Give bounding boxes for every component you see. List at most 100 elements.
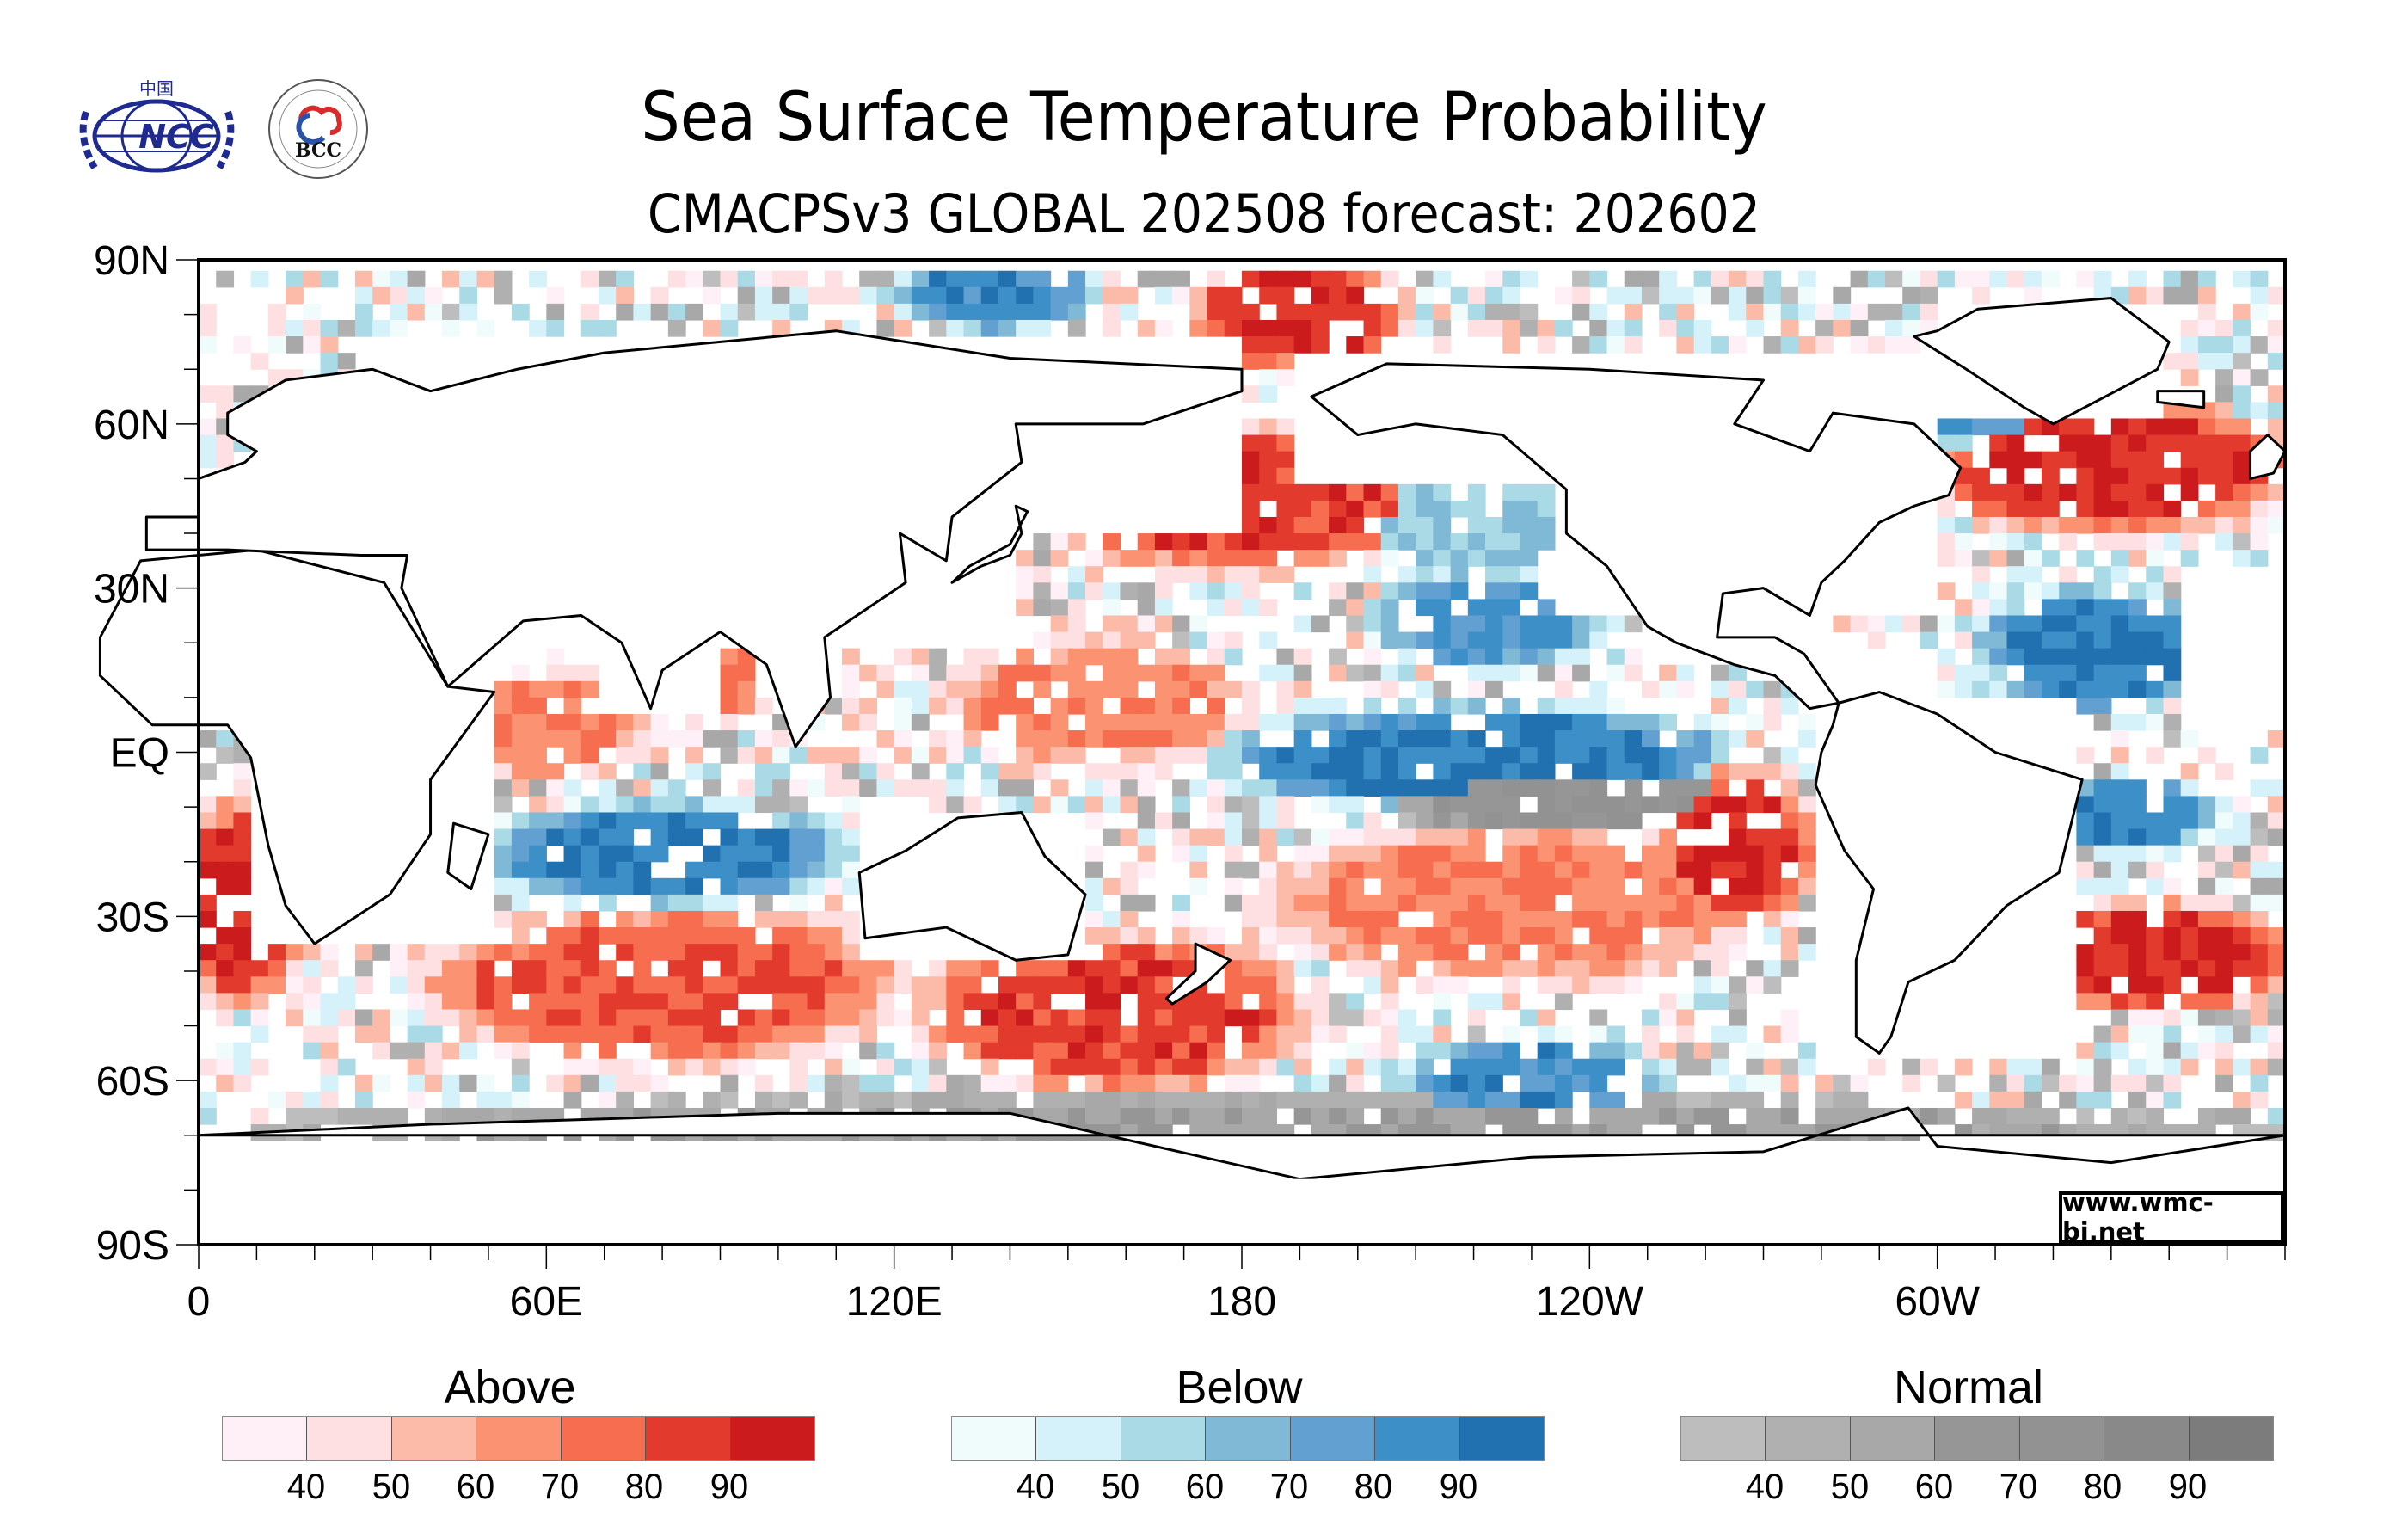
field-cell <box>546 1025 565 1043</box>
field-cell <box>1380 894 1399 912</box>
field-cell <box>1242 599 1260 617</box>
field-cell <box>1172 812 1190 830</box>
field-cell <box>2110 664 2129 682</box>
field-cell <box>824 910 843 928</box>
field-cell <box>2267 1107 2286 1125</box>
field-cell <box>1502 599 1521 617</box>
field-cell <box>1276 516 1295 534</box>
field-cell <box>511 303 530 321</box>
field-cell <box>720 944 739 961</box>
field-cell <box>580 303 599 321</box>
field-cell <box>1972 418 1990 436</box>
field-cell <box>616 1058 635 1076</box>
field-cell <box>1189 550 1208 567</box>
field-cell <box>1433 550 1452 567</box>
field-cell <box>2180 910 2199 928</box>
field-cell <box>1554 730 1573 748</box>
field-cell <box>580 680 599 698</box>
field-cell <box>616 1009 635 1027</box>
field-cell <box>1085 894 1103 912</box>
field-cell <box>1433 319 1452 337</box>
field-cell <box>320 960 339 977</box>
field-cell <box>1797 877 1816 895</box>
field-cell <box>1172 697 1190 715</box>
field-cell <box>459 944 478 961</box>
x-tick-label: 0 <box>187 1279 211 1325</box>
field-cell <box>476 960 495 977</box>
field-cell <box>1311 615 1330 633</box>
field-cell <box>2093 516 2112 534</box>
field-cell <box>616 861 635 879</box>
field-cell <box>320 993 339 1011</box>
field-cell <box>1103 303 1121 321</box>
bcc-logo-text: BCC <box>295 139 341 162</box>
field-cell <box>1467 697 1486 715</box>
field-cell <box>1693 927 1712 945</box>
field-cell <box>1380 319 1399 337</box>
field-cell <box>1033 664 1052 682</box>
field-cell <box>1416 1025 1434 1043</box>
field-cell <box>2093 976 2112 994</box>
y-tick-label: 30N <box>94 567 169 612</box>
field-cell <box>1276 533 1295 551</box>
field-cell <box>1085 861 1103 879</box>
field-cell <box>1085 927 1103 945</box>
field-cell <box>876 286 895 305</box>
field-cell <box>2233 500 2251 518</box>
field-cell <box>1329 877 1347 895</box>
field-cell <box>1172 1107 1190 1125</box>
field-cell <box>2215 796 2233 814</box>
field-cell <box>1433 877 1452 895</box>
field-cell <box>1450 1074 1469 1092</box>
field-cell <box>980 1091 999 1109</box>
field-cell <box>1137 664 1156 682</box>
y-tick-label: 60N <box>94 403 169 448</box>
field-cell <box>1467 533 1486 551</box>
field-cell <box>1016 582 1034 600</box>
field-cell <box>1380 483 1399 501</box>
field-cell <box>946 286 965 305</box>
field-cell <box>1520 303 1539 321</box>
field-cell <box>1693 1058 1712 1076</box>
field-cell <box>859 779 878 797</box>
field-cell <box>1016 763 1034 780</box>
field-cell <box>1954 615 1973 633</box>
field-cell <box>1293 1025 1312 1043</box>
field-cell <box>685 976 703 994</box>
field-cell <box>2059 648 2077 666</box>
field-cell <box>563 796 582 814</box>
field-cell <box>1276 648 1295 666</box>
field-cell <box>1363 747 1382 764</box>
field-cell <box>1033 1058 1052 1076</box>
field-cell <box>563 1074 582 1092</box>
field-cell <box>980 713 999 731</box>
field-cell <box>1067 680 1086 698</box>
field-cell <box>1154 582 1173 600</box>
field-cell <box>2093 944 2112 961</box>
field-cell <box>1520 1091 1539 1109</box>
field-cell <box>1433 976 1452 994</box>
field-cell <box>1276 353 1295 370</box>
field-cell <box>1641 877 1660 895</box>
field-cell <box>1224 713 1243 731</box>
field-cell <box>720 680 739 698</box>
field-cell <box>529 319 547 337</box>
field-cell <box>737 1058 756 1076</box>
field-cell <box>1050 664 1069 682</box>
field-cell <box>1103 927 1121 945</box>
field-cell <box>1293 697 1312 715</box>
field-cell <box>1380 910 1399 928</box>
field-cell <box>772 877 790 895</box>
field-cell <box>1433 944 1452 961</box>
field-cell <box>2197 500 2216 518</box>
field-cell <box>2215 1058 2233 1076</box>
field-cell <box>2093 615 2112 633</box>
field-cell <box>494 763 513 780</box>
field-cell <box>980 1025 999 1043</box>
field-cell <box>1572 910 1590 928</box>
field-cell <box>1902 1074 1921 1092</box>
field-cell <box>1085 845 1103 863</box>
watermark-url[interactable]: www.wmc-bj.net <box>2059 1188 2284 1246</box>
field-cell <box>407 993 426 1011</box>
legend-normal: Normal 40 50 60 70 80 90 <box>1672 1359 2274 1512</box>
